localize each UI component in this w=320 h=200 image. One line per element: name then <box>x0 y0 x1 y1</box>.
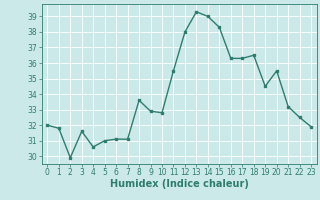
X-axis label: Humidex (Indice chaleur): Humidex (Indice chaleur) <box>110 179 249 189</box>
